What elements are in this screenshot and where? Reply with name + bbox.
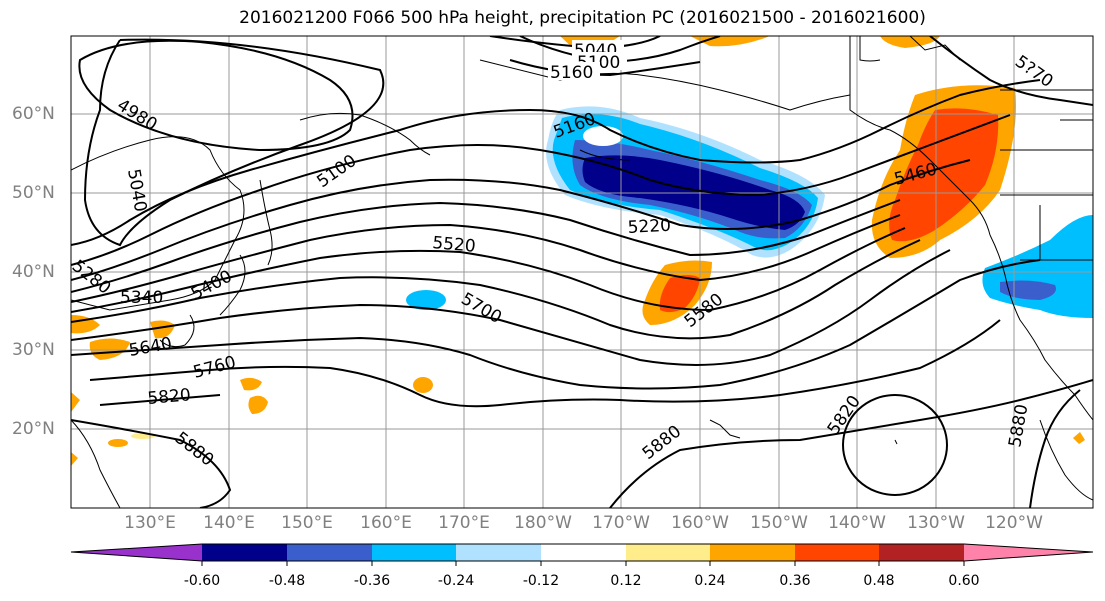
lat-label: 20°N <box>12 419 55 439</box>
colorbar-segment <box>287 544 372 561</box>
colorbar-tick-label: -0.48 <box>268 573 306 589</box>
precip-pos-central <box>642 260 712 325</box>
contour-label: 5160 <box>550 63 593 83</box>
lat-label: 30°N <box>12 340 55 360</box>
colorbar <box>70 543 1094 566</box>
colorbar-tick-label: 0.48 <box>863 573 895 589</box>
colorbar-segment <box>964 544 1093 561</box>
contour-label: 5820 <box>147 385 192 409</box>
height-contours <box>71 36 1093 508</box>
colorbar-segment <box>626 544 710 561</box>
lon-label: 140°E <box>203 513 255 533</box>
colorbar-tick-label: 0.36 <box>779 573 811 589</box>
contour-label: 5340 <box>120 288 163 308</box>
lat-label: 60°N <box>12 104 55 124</box>
lon-label: 160°W <box>671 513 729 533</box>
lat-label: 50°N <box>12 183 55 203</box>
colorbar-tick-label: -0.12 <box>522 573 560 589</box>
colorbar-tick-label: 0.60 <box>948 573 980 589</box>
colorbar-tick-label: 0.24 <box>694 573 726 589</box>
colorbar-segment <box>202 544 287 561</box>
lon-label: 120°W <box>985 513 1043 533</box>
lon-label: 150°E <box>281 513 333 533</box>
colorbar-segment <box>541 544 626 561</box>
contour-label: 5520 <box>432 233 477 257</box>
lon-label: 130°E <box>124 513 176 533</box>
colorbar-segment <box>710 544 795 561</box>
precip-pos-nw <box>871 36 1050 258</box>
lon-label: 150°W <box>750 513 808 533</box>
lon-label: 160°E <box>360 513 412 533</box>
colorbar-tick-label: -0.24 <box>437 573 475 589</box>
map-area: 5040 5100 5160 4980 5040 5100 5160 5220 … <box>71 36 1093 508</box>
colorbar-segment <box>879 544 964 561</box>
colorbar-segment <box>795 544 879 561</box>
lon-label: 180°W <box>514 513 572 533</box>
colorbar-segment <box>456 544 541 561</box>
colorbar-segment <box>71 544 202 561</box>
colorbar-tick-label: -0.60 <box>183 573 221 589</box>
lon-label: 170°W <box>592 513 650 533</box>
colorbar-segment <box>372 544 456 561</box>
colorbar-tick-label: -0.36 <box>353 573 391 589</box>
precip-neg-small <box>406 290 446 310</box>
precip-pos-west <box>71 36 1085 466</box>
lat-label: 40°N <box>12 262 55 282</box>
lon-label: 130°W <box>907 513 965 533</box>
map-title: 2016021200 F066 500 hPa height, precipit… <box>239 8 926 28</box>
colorbar-tick-label: 0.12 <box>610 573 642 589</box>
lon-label: 140°W <box>828 513 886 533</box>
lon-label: 170°E <box>438 513 490 533</box>
contour-label: 5220 <box>627 216 671 238</box>
map-frame <box>70 35 1094 509</box>
